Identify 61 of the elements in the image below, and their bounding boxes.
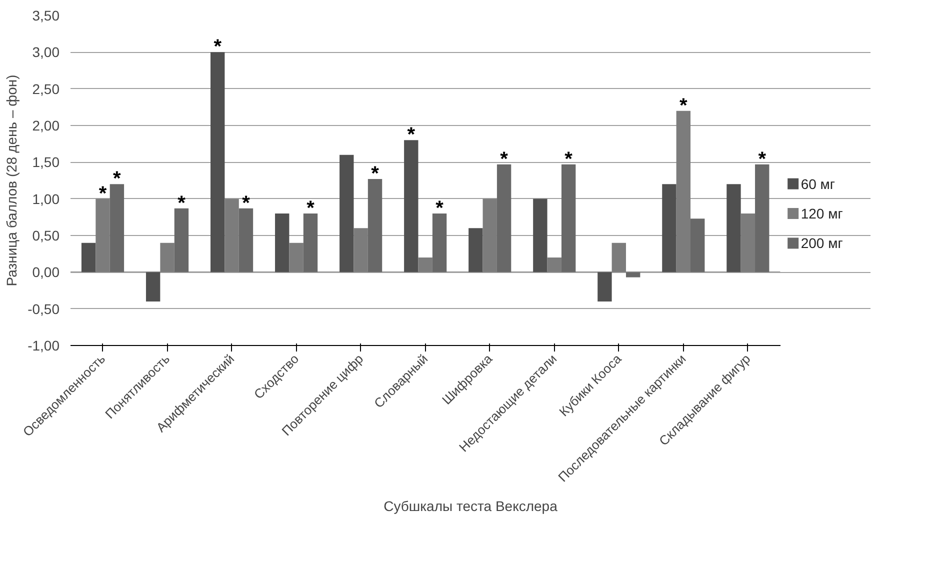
- bar: [533, 198, 548, 272]
- bar: [110, 184, 124, 272]
- bar: [210, 52, 225, 272]
- data-label: *: [680, 94, 688, 117]
- bar: [404, 140, 418, 272]
- bar: [368, 179, 382, 272]
- y-tick-label: 0,00: [32, 264, 60, 280]
- data-label: *: [758, 148, 766, 170]
- bar: [340, 154, 354, 272]
- legend-label: 120 мг: [800, 206, 843, 222]
- data-label: *: [564, 148, 573, 170]
- data-label: *: [436, 198, 444, 220]
- data-label: *: [98, 182, 107, 205]
- y-tick-label: 3,00: [32, 44, 60, 60]
- bar: [275, 214, 290, 272]
- bar: [468, 228, 483, 272]
- data-label: *: [371, 163, 380, 186]
- bar: [174, 208, 189, 272]
- bar: [598, 272, 612, 302]
- bar: [612, 242, 626, 272]
- bar: [96, 198, 110, 272]
- bar: [418, 258, 432, 272]
- y-tick-label: 0,50: [32, 228, 60, 244]
- bar: [726, 184, 741, 272]
- bar: [224, 198, 239, 272]
- y-axis-title: Разница баллов (28 день – фон): [4, 74, 20, 286]
- bar: [626, 272, 640, 278]
- bar: [740, 214, 756, 272]
- data-label: *: [178, 192, 186, 214]
- y-tick-label: 1,00: [32, 190, 60, 207]
- bar: [146, 272, 160, 302]
- bar: [289, 242, 304, 272]
- y-tick-label: 1,50: [32, 154, 60, 170]
- legend-label: 200 мг: [800, 235, 843, 252]
- x-axis-title: Субшкалы теста Векслера: [384, 498, 558, 514]
- y-tick-label: -1,00: [28, 338, 60, 354]
- y-tick-label: 2,00: [32, 118, 60, 134]
- bar: [160, 242, 174, 272]
- bar: [561, 164, 576, 272]
- y-tick-label: 3,50: [32, 8, 60, 24]
- y-tick-label: 2,50: [32, 80, 60, 97]
- data-label: *: [242, 192, 250, 214]
- data-label: *: [113, 168, 122, 190]
- bar: [303, 214, 318, 272]
- bar: [238, 208, 254, 272]
- bar: [547, 258, 562, 272]
- bar: [755, 164, 770, 272]
- bar: [482, 198, 497, 272]
- data-label: *: [407, 124, 416, 146]
- bar: [690, 218, 705, 272]
- bar: [662, 184, 676, 272]
- data-label: *: [214, 36, 222, 58]
- bar: [496, 164, 512, 272]
- bar: [81, 242, 96, 272]
- legend-label: 60 мг: [800, 176, 836, 192]
- data-label: *: [306, 198, 315, 220]
- y-tick-label: -0,50: [28, 300, 60, 317]
- bar: [676, 110, 690, 272]
- bar: [354, 228, 368, 272]
- bar: [432, 214, 447, 272]
- data-label: *: [500, 148, 508, 170]
